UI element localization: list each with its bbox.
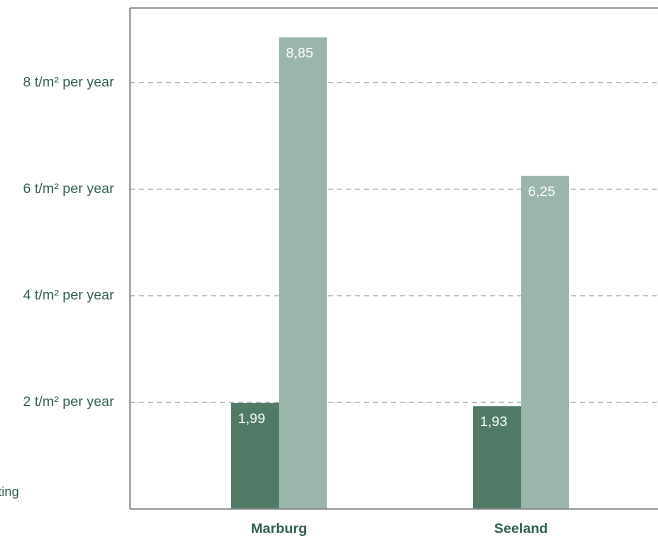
y-tick-label: 2 t/m² per year — [23, 393, 114, 409]
bar — [521, 175, 569, 509]
y-tick-label: 4 t/m² per year — [23, 287, 114, 303]
bar-value-label: 1,93 — [480, 413, 507, 429]
bar — [231, 402, 279, 509]
bar — [279, 37, 327, 509]
partial-text: ting — [0, 484, 19, 499]
gridlines — [130, 82, 658, 403]
x-tick-label: Seeland — [494, 520, 548, 536]
y-tick-label: 8 t/m² per year — [23, 73, 114, 89]
bar-value-label: 1,99 — [238, 410, 265, 426]
data-labels: 1,99 8,85 1,93 6,25 — [238, 44, 555, 429]
bar-value-label: 8,85 — [286, 44, 313, 60]
x-tick-label: Marburg — [251, 520, 307, 536]
x-tick-labels: Marburg Seeland — [251, 520, 548, 536]
y-tick-labels: 2 t/m² per year 4 t/m² per year 6 t/m² per… — [23, 73, 114, 409]
y-tick-label: 6 t/m² per year — [23, 180, 114, 196]
bars — [231, 37, 569, 509]
bar-value-label: 6,25 — [528, 183, 555, 199]
bar — [473, 406, 521, 509]
